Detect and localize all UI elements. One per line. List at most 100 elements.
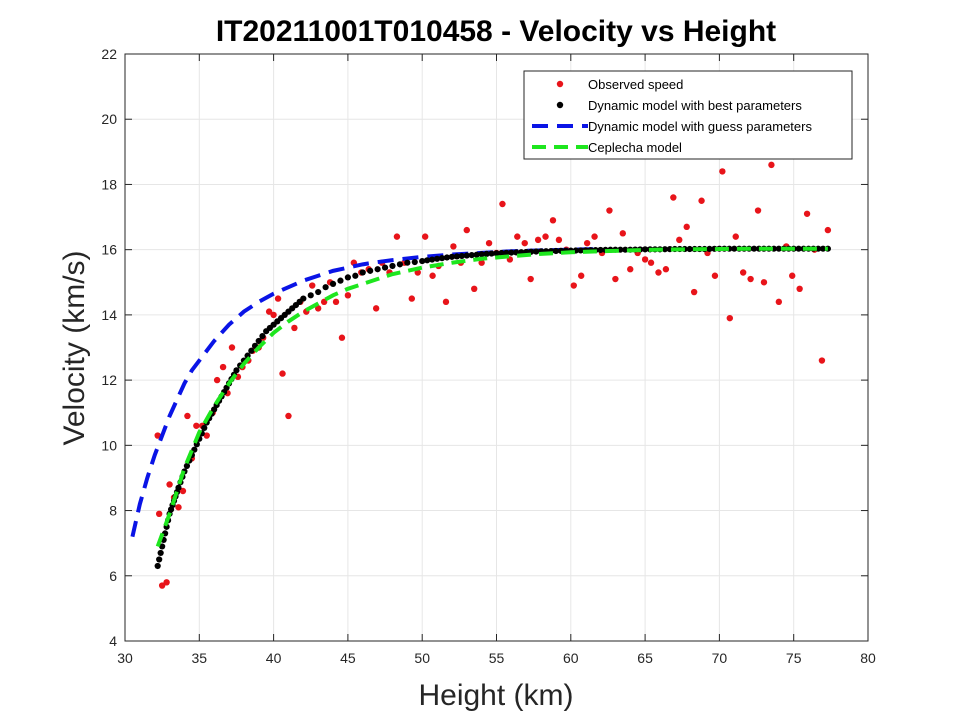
best-model-point [344,274,351,281]
observed-point [175,504,182,511]
y-tick-label: 16 [101,242,117,258]
best-model-point [300,295,307,302]
observed-point [619,230,627,237]
observed-point [711,272,719,279]
observed-point [754,207,762,214]
best-model-point [175,484,182,491]
observed-point [732,233,739,240]
best-model-point [374,266,381,273]
legend-label: Observed speed [588,77,683,92]
observed-point [690,288,698,296]
x-tick-label: 70 [712,650,728,666]
best-model-point [443,254,451,261]
best-model-point [159,543,166,550]
observed-point [570,282,577,289]
observed-point [542,233,549,240]
y-axis-label: Velocity (km/s) [58,250,91,445]
best-model-point [493,250,500,257]
best-model-point [157,549,164,557]
observed-point [274,295,282,302]
observed-point [154,432,161,439]
best-model-point [259,332,266,340]
observed-point [662,266,670,273]
observed-point [450,243,457,250]
best-model-point [367,267,374,274]
observed-point [818,357,826,364]
best-model-point [201,424,208,432]
x-tick-label: 65 [637,650,653,666]
best-model-point [419,257,426,265]
guess-model-line [130,247,601,538]
best-model-point [468,252,475,259]
observed-point [824,226,832,234]
observed-point [228,344,236,351]
observed-point [314,305,322,312]
observed-point [309,282,316,289]
observed-point [768,161,775,169]
x-tick-label: 35 [192,650,208,666]
best-model-point [404,259,411,266]
best-model-point [453,253,460,260]
y-tick-label: 6 [109,568,117,584]
observed-point [534,236,542,244]
observed-point [393,233,401,240]
y-tick-label: 20 [101,111,117,127]
observed-point [627,266,634,273]
legend: Observed speed Dynamic model with best pa… [523,70,853,160]
best-model-point [795,245,802,252]
observed-point [527,275,534,283]
legend-box [523,70,853,160]
observed-point [408,295,415,302]
series-layer [130,161,832,589]
best-model-point [642,246,649,253]
observed-point [514,233,521,240]
x-tick-label: 80 [860,650,876,666]
best-model-point [597,246,604,254]
observed-point [485,239,493,247]
best-model-point [429,256,436,263]
best-model-point [552,247,560,255]
best-model-point [448,253,456,260]
ceplecha-model-line [155,246,828,548]
observed-point [478,259,485,266]
y-tick-label: 4 [109,633,117,649]
observed-point [670,194,677,201]
best-model-point [248,347,255,354]
observed-point [429,272,436,279]
observed-point [789,272,796,279]
x-tick-label: 40 [266,650,282,666]
observed-point [372,305,380,312]
x-tick-label: 30 [117,650,133,666]
axis-ticks: 30 35 40 45 50 55 60 65 70 75 80 4 6 8 10 12 14 16 18 20 22 [101,46,876,666]
best-model-point [498,249,505,257]
observed-point [279,370,286,377]
best-model-point [473,251,480,258]
observed-point [612,275,619,283]
observed-point [421,233,429,240]
best-model-point [488,250,495,257]
observed-point [219,363,227,371]
observed-point [555,236,563,244]
observed-point [203,432,210,439]
best-model-point [233,367,240,374]
observed-point [641,256,649,263]
best-model-point [396,261,404,268]
y-tick-label: 18 [101,176,117,192]
best-model-point [315,288,322,296]
observed-point [442,298,450,306]
legend-marker-best [556,101,564,109]
observed-point [683,223,690,231]
observed-point [270,311,277,319]
observed-point [521,239,528,247]
y-tick-label: 22 [101,46,117,62]
observed-point [344,292,352,299]
observed-point [158,582,166,589]
best-model-point [359,269,366,276]
best-model-point [686,245,693,253]
best-model-point [819,245,827,252]
observed-point [291,324,298,332]
x-tick-label: 55 [489,650,505,666]
best-model-point [661,246,669,253]
best-model-point [183,462,191,470]
